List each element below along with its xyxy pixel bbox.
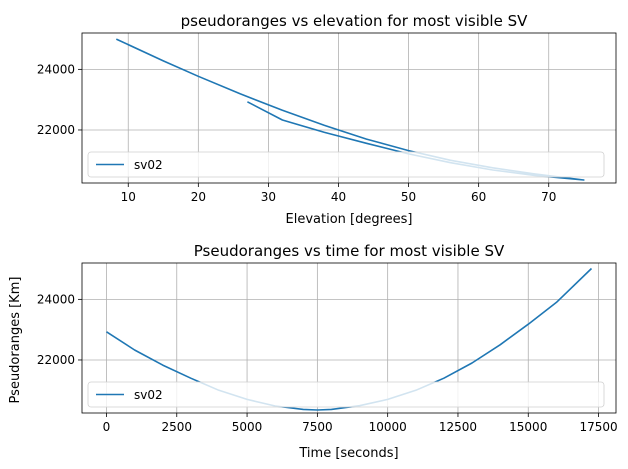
- legend-label: sv02: [134, 388, 163, 402]
- top-chart-title: pseudoranges vs elevation for most visib…: [181, 12, 529, 30]
- grid: [82, 33, 616, 183]
- x-tick-label: 0: [103, 420, 111, 434]
- bottom-axes: Pseudoranges vs time for most visible SV…: [8, 242, 618, 461]
- y-tick-label: 22000: [37, 353, 75, 367]
- legend-box: [87, 381, 605, 408]
- x-tick-label: 7500: [302, 420, 333, 434]
- y-tick-label: 24000: [37, 292, 75, 306]
- y-tick-label: 22000: [37, 123, 75, 137]
- x-tick-label: 60: [471, 190, 486, 204]
- x-tick-label: 30: [261, 190, 276, 204]
- legend: sv02: [87, 381, 605, 408]
- x-tick-label: 10: [121, 190, 136, 204]
- x-tick-label: 15000: [509, 420, 547, 434]
- bottom-x-axis-label: Time [seconds]: [298, 446, 398, 461]
- legend: sv02: [87, 151, 605, 178]
- x-tick-label: 12500: [439, 420, 477, 434]
- top-axes: pseudoranges vs elevation for most visib…: [37, 12, 617, 227]
- axes-frame: [81, 262, 617, 414]
- x-tick-label: 5000: [232, 420, 263, 434]
- legend-box: [87, 151, 605, 178]
- axes-frame: [81, 32, 617, 184]
- x-tick-label: 70: [541, 190, 556, 204]
- x-tick-label: 50: [401, 190, 416, 204]
- x-tick-label: 20: [191, 190, 206, 204]
- y-tick-label: 24000: [37, 62, 75, 76]
- series-line-sv02: [106, 267, 593, 411]
- bottom-y-axis-label: Pseudoranges [Km]: [8, 277, 23, 404]
- x-tick-label: 10000: [369, 420, 407, 434]
- x-tick-label: 2500: [161, 420, 192, 434]
- top-x-axis-label: Elevation [degrees]: [286, 212, 413, 227]
- x-tick-label: 40: [331, 190, 346, 204]
- x-tick-label: 17500: [579, 420, 617, 434]
- bottom-chart-title: Pseudoranges vs time for most visible SV: [194, 242, 505, 260]
- legend-label: sv02: [134, 158, 163, 172]
